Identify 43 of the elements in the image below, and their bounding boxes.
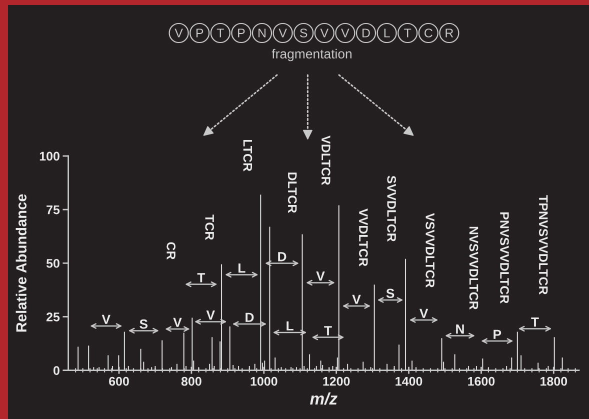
annotation: S (140, 319, 148, 329)
y-tick-label: 75 (46, 206, 60, 214)
x-tick-label: 1000 (250, 376, 278, 386)
x-tick-label: 1800 (540, 376, 568, 386)
annotation: L (238, 264, 246, 273)
annotation: D (278, 252, 286, 262)
annotation: N (456, 324, 464, 334)
annotation: DLTCR (288, 172, 297, 213)
annotation: VDLTCR (322, 136, 330, 186)
y-tick-label: 0 (54, 366, 60, 375)
x-tick-label: 600 (109, 376, 129, 386)
annotation: V (102, 314, 110, 324)
annotation: VVDLTCR (359, 208, 368, 266)
annotation: V (173, 318, 182, 327)
annotation: T (324, 326, 332, 336)
annotation: L (286, 321, 294, 330)
x-tick-label: 1200 (323, 376, 350, 386)
x-axis-title: m/z (310, 392, 338, 405)
annotation: V (206, 310, 215, 320)
x-tick-label: 800 (181, 376, 202, 386)
annotation: V (352, 294, 361, 304)
annotation: S (386, 288, 394, 298)
y-tick-label: 25 (46, 312, 60, 322)
annotation: P (494, 330, 502, 339)
annotation: PNVSVVDLTCR (500, 212, 509, 304)
annotation: LTCR (243, 140, 252, 172)
annotation: V (419, 308, 428, 318)
annotation: SVVDLTCR (387, 176, 396, 242)
annotation: CR (166, 242, 176, 260)
chart-subtitle: fragmentation (272, 48, 352, 62)
annotation: TCR (205, 214, 214, 240)
annotation: D (246, 312, 254, 322)
annotation: TPNVSVVDLTCR (538, 195, 548, 295)
y-tick-label: 50 (46, 258, 60, 268)
annotation: VSVVDLTCR (426, 213, 434, 288)
y-tick-label: 100 (40, 152, 60, 161)
y-axis-title: Relative Abundance (16, 194, 27, 332)
annotation: T (197, 273, 206, 282)
annotation: V (316, 272, 325, 281)
x-tick-label: 1400 (396, 376, 422, 386)
annotation: NVSVVDLTCR (469, 226, 478, 310)
x-tick-label: 1600 (468, 376, 495, 386)
annotation: T (531, 318, 539, 327)
